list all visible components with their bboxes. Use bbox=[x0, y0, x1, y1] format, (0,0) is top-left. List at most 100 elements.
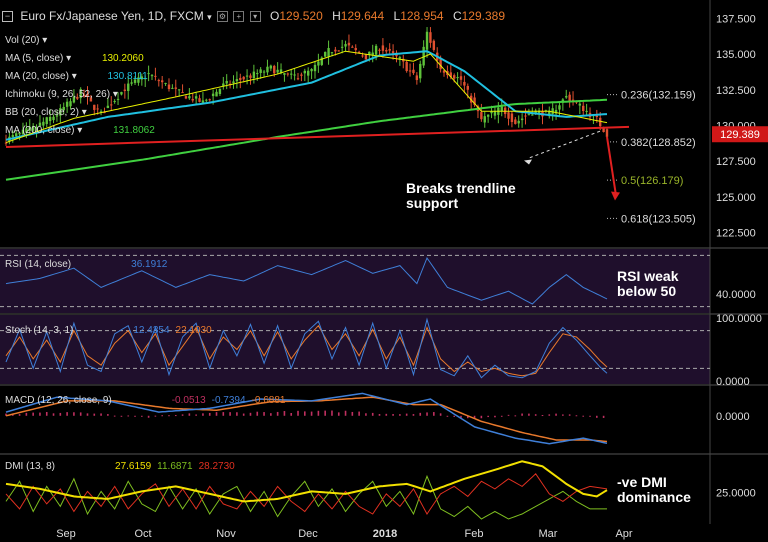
macd-histogram-bar bbox=[562, 414, 564, 416]
macd-histogram-bar bbox=[161, 415, 163, 417]
price-tick-label: 137.500 bbox=[716, 13, 756, 25]
macd-histogram-bar bbox=[59, 412, 62, 416]
candle-body bbox=[113, 101, 116, 103]
indicator-label: BB (20, close, 2) bbox=[5, 107, 79, 118]
fib-level-label: 0.618(123.505) bbox=[621, 213, 696, 225]
candle-body bbox=[218, 88, 222, 95]
candle-body bbox=[500, 106, 503, 112]
candle-body bbox=[154, 75, 157, 77]
candle-body bbox=[279, 69, 283, 73]
candle-body bbox=[582, 105, 585, 112]
dropdown-icon[interactable]: ▾ bbox=[68, 71, 80, 82]
candle-body bbox=[188, 96, 191, 99]
dropdown-icon[interactable]: ▾ bbox=[207, 12, 212, 22]
candle-body bbox=[486, 114, 490, 117]
candle-body bbox=[116, 98, 120, 100]
macd-histogram-bar bbox=[236, 412, 238, 416]
candle-body bbox=[317, 61, 320, 66]
indicator-label: MA (5, close) bbox=[5, 53, 64, 64]
projection-arrow bbox=[606, 136, 617, 196]
candle-body bbox=[99, 111, 103, 113]
candle-body bbox=[42, 121, 45, 126]
candle-body bbox=[52, 116, 55, 121]
indicator-row[interactable]: Vol (20) ▾ bbox=[5, 35, 47, 46]
macd-histogram-bar bbox=[127, 415, 130, 417]
candle-body bbox=[38, 122, 42, 126]
candle-body bbox=[137, 77, 140, 83]
candle-body bbox=[276, 69, 279, 73]
ohlc-close: C129.389 bbox=[452, 9, 505, 23]
candle-body bbox=[537, 110, 541, 114]
candle-body bbox=[408, 70, 412, 72]
candle-body bbox=[252, 71, 256, 79]
candle-body bbox=[480, 112, 483, 120]
projection-arrowhead bbox=[611, 191, 620, 201]
dropdown-icon[interactable]: ▾ bbox=[74, 125, 86, 136]
candle-body bbox=[123, 89, 127, 91]
panel-title: DMI (13, 8) bbox=[5, 461, 55, 472]
indicator-row[interactable]: MA (5, close) ▾ 130.2060 bbox=[5, 53, 144, 64]
macd-histogram-bar bbox=[446, 415, 449, 417]
macd-line bbox=[5, 392, 608, 445]
annotation-line: below 50 bbox=[617, 283, 677, 299]
price-tick-label: 127.500 bbox=[716, 156, 756, 168]
macd-histogram-bar bbox=[18, 414, 21, 416]
symbol-title[interactable]: Euro Fx/Japanese Yen, 1D, FXCM bbox=[20, 9, 204, 23]
dropdown-icon[interactable]: ▾ bbox=[78, 107, 87, 118]
indicator-row[interactable]: MA (200, close) ▾ 131.8062 bbox=[5, 125, 155, 136]
support-trendline bbox=[5, 125, 630, 148]
annotation-line: -ve DMI bbox=[617, 474, 667, 490]
candle-body bbox=[290, 73, 293, 75]
macd-histogram-bar bbox=[66, 412, 68, 416]
candle-body bbox=[296, 78, 300, 80]
candle-body bbox=[602, 127, 605, 133]
candle-body bbox=[578, 103, 582, 106]
candle-body bbox=[133, 79, 137, 83]
macd-histogram-bar bbox=[453, 415, 456, 417]
candle-body bbox=[412, 69, 415, 74]
dropdown-icon[interactable]: ▾ bbox=[110, 89, 118, 100]
panel-value-label: -0.6881 bbox=[252, 395, 286, 406]
dmi-tick-label: 25.0000 bbox=[716, 488, 756, 500]
indicator-row[interactable]: MA (20, close) ▾ 130.8111 bbox=[5, 71, 148, 82]
macd-histogram-bar bbox=[514, 415, 517, 417]
indicator-label: Vol (20) bbox=[5, 35, 40, 46]
macd-histogram-bar bbox=[371, 412, 374, 416]
add-icon[interactable]: + bbox=[233, 11, 245, 23]
macd-histogram-bar bbox=[541, 415, 544, 417]
candle-body bbox=[371, 52, 374, 56]
more-icon[interactable]: ▾ bbox=[249, 11, 261, 23]
indicator-row[interactable]: BB (20, close, 2) ▾ bbox=[5, 107, 87, 118]
candle-body bbox=[405, 61, 408, 72]
macd-histogram-bar bbox=[270, 413, 272, 416]
time-tick-label: Feb bbox=[465, 528, 484, 540]
candle-body bbox=[201, 100, 205, 103]
candle-body bbox=[59, 108, 62, 116]
macd-histogram-bar bbox=[589, 415, 591, 417]
dropdown-icon[interactable]: ▾ bbox=[39, 35, 48, 46]
panel-title: Stoch (14, 3, 1) bbox=[5, 325, 73, 336]
indicator-label: MA (20, close) bbox=[5, 71, 69, 82]
indicator-value: 131.8062 bbox=[113, 125, 155, 136]
candle-body bbox=[120, 92, 123, 95]
collapse-icon[interactable]: − bbox=[2, 11, 13, 23]
macd-histogram-bar bbox=[168, 415, 170, 417]
candle-body bbox=[48, 116, 52, 122]
panel-value-label: -0.7394 bbox=[212, 395, 246, 406]
candle-body bbox=[320, 57, 323, 65]
candle-body bbox=[344, 44, 347, 47]
dropdown-icon[interactable]: ▾ bbox=[63, 53, 74, 64]
candle-body bbox=[551, 108, 554, 114]
candle-body bbox=[483, 116, 486, 123]
candle-body bbox=[283, 73, 286, 75]
macd-histogram-bar bbox=[596, 415, 598, 418]
indicator-row[interactable]: Ichimoku (9, 26, 52, 26) ▾ bbox=[5, 89, 118, 100]
candle-body bbox=[565, 96, 568, 98]
candle-body bbox=[419, 63, 422, 79]
macd-histogram-bar bbox=[521, 413, 523, 416]
candle-body bbox=[531, 114, 534, 116]
time-tick-label: Mar bbox=[539, 528, 558, 540]
candle-body bbox=[62, 106, 65, 111]
settings-icon[interactable]: ⚙ bbox=[217, 11, 228, 23]
